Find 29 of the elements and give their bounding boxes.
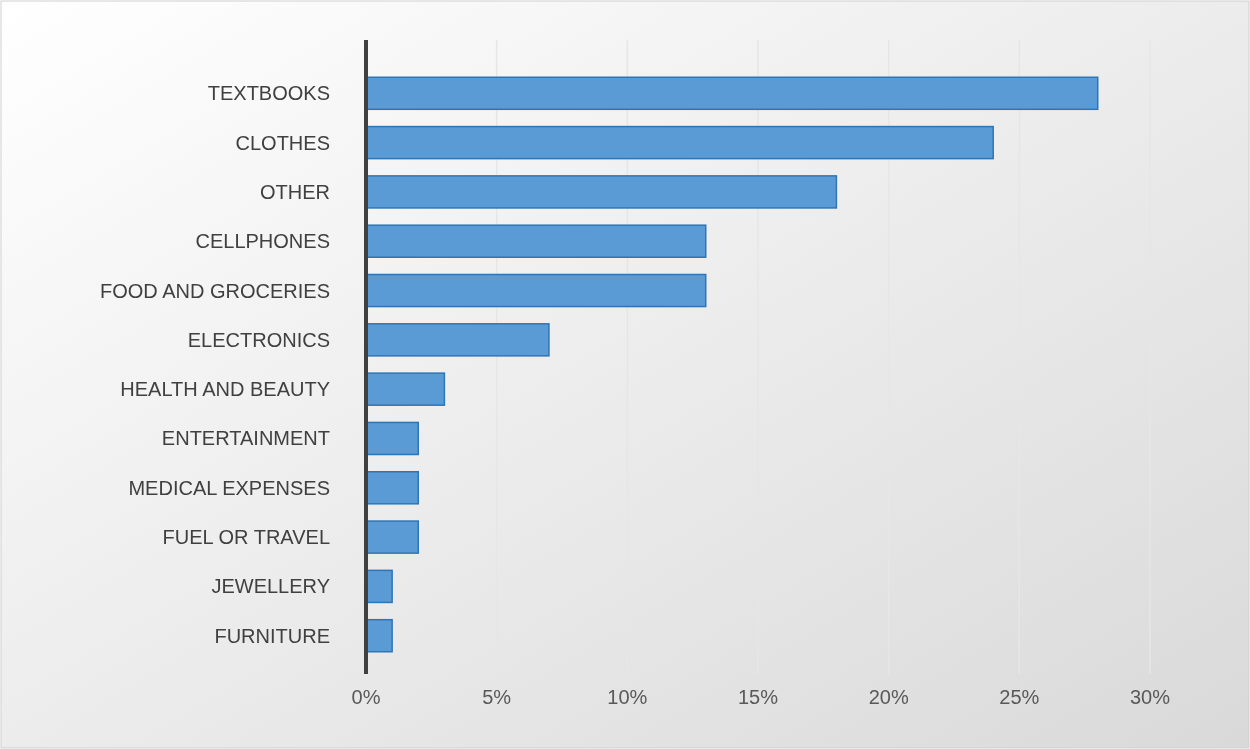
y-tick-label: FOOD AND GROCERIES	[99, 279, 330, 302]
y-tick-label: ELECTRONICS	[187, 328, 330, 351]
bar	[365, 224, 707, 258]
bar	[365, 175, 838, 209]
y-tick-label: HEALTH AND BEAUTY	[120, 378, 330, 401]
x-tick-label: 15%	[737, 686, 779, 708]
y-tick-label: CLOTHES	[235, 131, 330, 154]
bar	[365, 125, 994, 160]
y-tick-label: MEDICAL EXPENSES	[128, 476, 330, 499]
bar	[365, 421, 420, 456]
y-tick-label: TEXTBOOKS	[207, 82, 330, 105]
x-tick-label: 25%	[999, 686, 1040, 708]
bar	[365, 76, 1099, 111]
y-tick-label: OTHER	[260, 180, 330, 203]
bar	[365, 372, 446, 406]
x-tick-label: 10%	[607, 686, 648, 708]
x-tick-label: 5%	[482, 686, 512, 708]
y-tick-label: JEWELLERY	[211, 575, 330, 598]
x-tick-label: 20%	[868, 686, 909, 708]
y-tick-label: FURNITURE	[214, 624, 330, 647]
y-tick-label: ENTERTAINMENT	[161, 427, 330, 450]
bar	[365, 273, 707, 308]
bar	[365, 323, 550, 357]
bar	[365, 520, 420, 554]
x-tick-label: 30%	[1129, 686, 1171, 708]
bar	[365, 471, 420, 505]
y-tick-label: FUEL OR TRAVEL	[162, 526, 330, 549]
x-tick-label: 0%	[351, 686, 381, 708]
y-tick-label: CELLPHONES	[195, 230, 330, 253]
